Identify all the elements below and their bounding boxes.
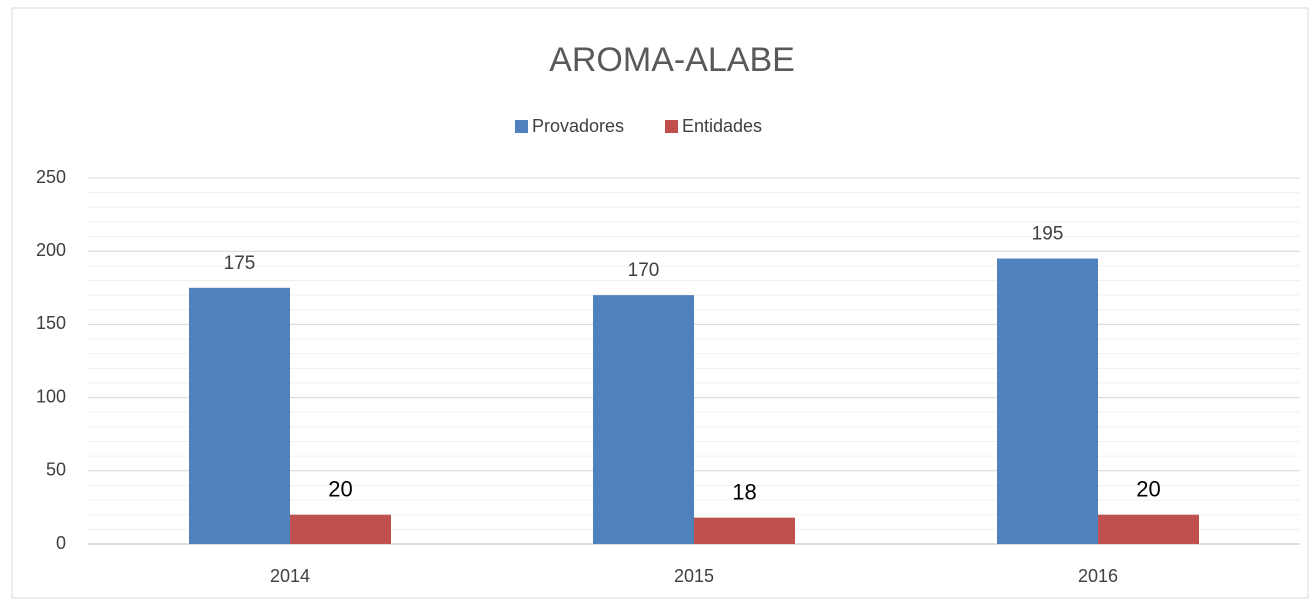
chart-title: AROMA-ALABE — [549, 41, 795, 79]
legend-label: Entidades — [682, 116, 762, 136]
bar — [694, 517, 795, 544]
y-tick-label: 200 — [36, 240, 66, 260]
y-tick-label: 0 — [56, 533, 66, 553]
data-label: 20 — [1136, 477, 1160, 502]
data-label: 18 — [732, 479, 756, 504]
bar — [593, 295, 694, 544]
bar — [290, 514, 391, 544]
data-label: 20 — [328, 477, 352, 502]
x-tick-label: 2014 — [270, 566, 310, 586]
legend-label: Provadores — [532, 116, 624, 136]
data-label: 170 — [628, 260, 660, 281]
x-tick-label: 2015 — [674, 566, 714, 586]
x-tick-label: 2016 — [1078, 566, 1118, 586]
bar — [189, 287, 290, 544]
legend-swatch — [515, 120, 528, 133]
legend-swatch — [665, 120, 678, 133]
bar — [997, 258, 1098, 544]
y-tick-label: 250 — [36, 167, 66, 187]
y-tick-label: 100 — [36, 386, 66, 406]
data-label: 175 — [224, 253, 256, 274]
y-tick-label: 150 — [36, 313, 66, 333]
data-label: 195 — [1032, 224, 1064, 245]
bar — [1098, 514, 1199, 544]
y-tick-label: 50 — [46, 460, 66, 480]
